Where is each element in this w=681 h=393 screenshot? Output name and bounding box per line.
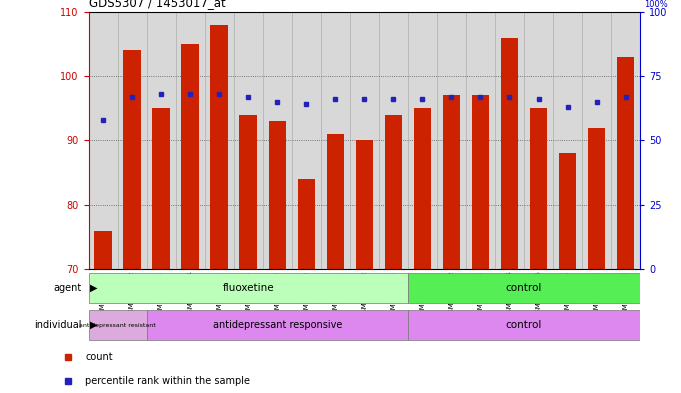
- Bar: [413, 108, 431, 269]
- Text: percentile rank within the sample: percentile rank within the sample: [85, 376, 250, 386]
- Bar: [321, 12, 350, 269]
- Bar: [553, 12, 582, 269]
- Text: antidepressant resistant: antidepressant resistant: [79, 323, 156, 328]
- Bar: [263, 12, 291, 269]
- Bar: [89, 273, 408, 303]
- Text: ▶: ▶: [90, 283, 97, 293]
- Bar: [176, 12, 205, 269]
- Text: 100%: 100%: [644, 0, 668, 9]
- Bar: [495, 12, 524, 269]
- Text: ▶: ▶: [90, 320, 97, 330]
- Bar: [466, 12, 495, 269]
- Text: control: control: [506, 320, 542, 330]
- Bar: [355, 140, 373, 269]
- Bar: [501, 37, 518, 269]
- Bar: [268, 121, 286, 269]
- Bar: [559, 153, 576, 269]
- Bar: [89, 310, 146, 340]
- Bar: [472, 95, 489, 269]
- Bar: [146, 12, 176, 269]
- Bar: [524, 12, 553, 269]
- Text: individual: individual: [34, 320, 82, 330]
- Text: count: count: [85, 352, 113, 362]
- Bar: [588, 128, 605, 269]
- Text: agent: agent: [54, 283, 82, 293]
- Bar: [153, 108, 170, 269]
- Bar: [146, 310, 408, 340]
- Bar: [95, 231, 112, 269]
- Text: fluoxetine: fluoxetine: [223, 283, 274, 293]
- Bar: [210, 25, 228, 269]
- Bar: [379, 12, 408, 269]
- Bar: [123, 50, 141, 269]
- Bar: [385, 115, 402, 269]
- Bar: [118, 12, 146, 269]
- Text: control: control: [506, 283, 542, 293]
- Bar: [611, 12, 640, 269]
- Bar: [408, 273, 640, 303]
- Bar: [437, 12, 466, 269]
- Bar: [234, 12, 263, 269]
- Text: GDS5307 / 1453017_at: GDS5307 / 1453017_at: [89, 0, 225, 9]
- Bar: [205, 12, 234, 269]
- Text: antidepressant responsive: antidepressant responsive: [212, 320, 342, 330]
- Bar: [617, 57, 634, 269]
- Bar: [443, 95, 460, 269]
- Bar: [582, 12, 611, 269]
- Bar: [408, 310, 640, 340]
- Bar: [181, 44, 199, 269]
- Bar: [89, 12, 118, 269]
- Bar: [350, 12, 379, 269]
- Bar: [530, 108, 548, 269]
- Bar: [327, 134, 344, 269]
- Bar: [298, 179, 315, 269]
- Bar: [408, 12, 437, 269]
- Bar: [291, 12, 321, 269]
- Bar: [240, 115, 257, 269]
